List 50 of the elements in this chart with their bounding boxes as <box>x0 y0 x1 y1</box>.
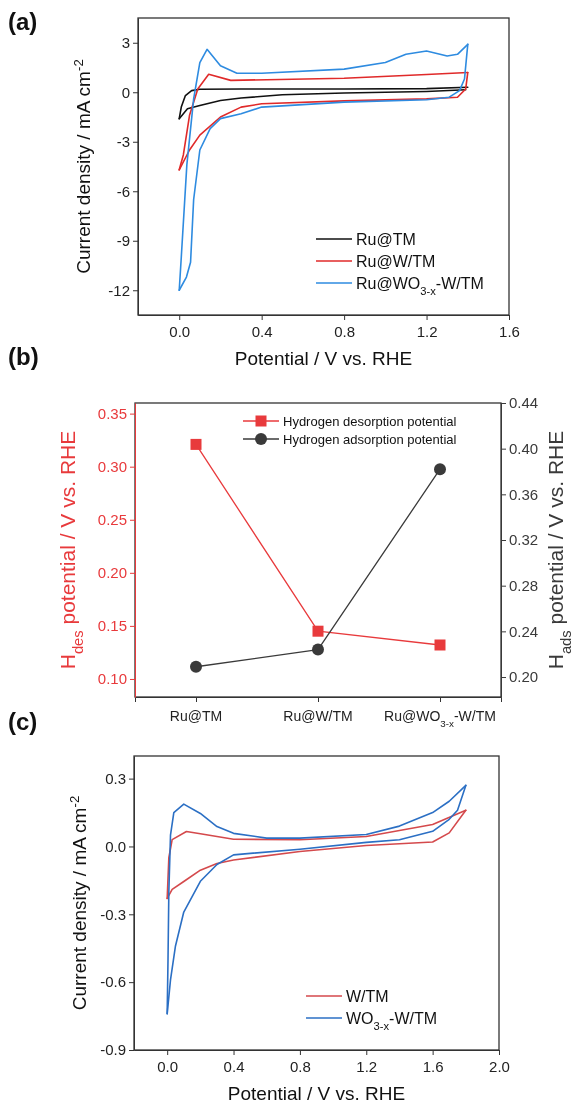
y-tick-label: 0.25 <box>97 511 127 529</box>
x-tick-label: 0.4 <box>251 322 273 340</box>
x-tick-label: 1.6 <box>499 322 520 340</box>
x-tick-label: 1.6 <box>422 1057 444 1075</box>
legend-label: WO$_{3-x}$-W/TM <box>346 1009 438 1032</box>
y-tick-label: 0.20 <box>97 564 127 582</box>
y2-tick-label: 0.20 <box>509 668 539 686</box>
x-tick-label: 2.0 <box>489 1057 510 1075</box>
legend-label: Ru@W/TM <box>356 252 436 270</box>
y-tick-label: -6 <box>116 182 130 200</box>
x-axis-title: Potential / V vs. RHE <box>234 348 413 369</box>
y-tick-label: -12 <box>108 281 130 299</box>
legend-label: Hydrogen desorption potential <box>283 413 457 429</box>
x-tick-label: 1.2 <box>356 1057 378 1075</box>
y2-tick-label: 0.24 <box>509 622 539 640</box>
y-tick-label: 0.0 <box>105 837 126 855</box>
chart-title: (c) <box>8 708 38 735</box>
y-tick-label: -0.6 <box>100 973 126 991</box>
y2-tick-label: 0.36 <box>509 485 539 503</box>
y-tick-label: -3 <box>116 133 130 151</box>
y-tick-label: -0.3 <box>100 905 126 923</box>
chart-title: (a) <box>8 8 38 35</box>
y-tick-label: 0.35 <box>97 404 127 422</box>
y-tick-label: 0.10 <box>97 670 127 688</box>
y2-tick-label: 0.32 <box>509 531 539 549</box>
x-tick-label: 0.0 <box>157 1057 179 1075</box>
x-axis-title: Potential / V vs. RHE <box>227 1083 406 1104</box>
x-tick-label: 0.8 <box>289 1057 311 1075</box>
y2-tick-label: 0.28 <box>509 576 539 594</box>
x-tick-label: Ru@W/TM <box>283 708 353 724</box>
x-tick-label: 1.2 <box>416 322 438 340</box>
y-tick-label: 0.30 <box>97 457 127 475</box>
y2-tick-label: 0.44 <box>509 394 539 412</box>
x-tick-label: 0.8 <box>334 322 356 340</box>
y-tick-label: 0.3 <box>105 769 126 787</box>
y-tick-label: -0.9 <box>100 1041 126 1059</box>
y-tick-label: 0.15 <box>97 617 127 635</box>
x-tick-label: 0.0 <box>169 322 191 340</box>
x-tick-label: 0.4 <box>223 1057 245 1075</box>
legend-label: Ru@WO$_{3-x}$-W/TM <box>356 274 484 297</box>
x-tick-label: Ru@TM <box>169 708 223 724</box>
chart-title: (b) <box>8 343 39 370</box>
x-tick-label: Ru@WO$_{3-x}$-W/TM <box>384 708 496 729</box>
y2-tick-label: 0.40 <box>509 439 539 457</box>
y-tick-label: 3 <box>121 34 130 52</box>
y-tick-label: 0 <box>121 83 130 101</box>
legend-label: W/TM <box>346 987 389 1005</box>
legend-label: Hydrogen adsorption potential <box>283 431 457 447</box>
legend-label: Ru@TM <box>356 230 416 248</box>
y-tick-label: -9 <box>116 232 130 250</box>
